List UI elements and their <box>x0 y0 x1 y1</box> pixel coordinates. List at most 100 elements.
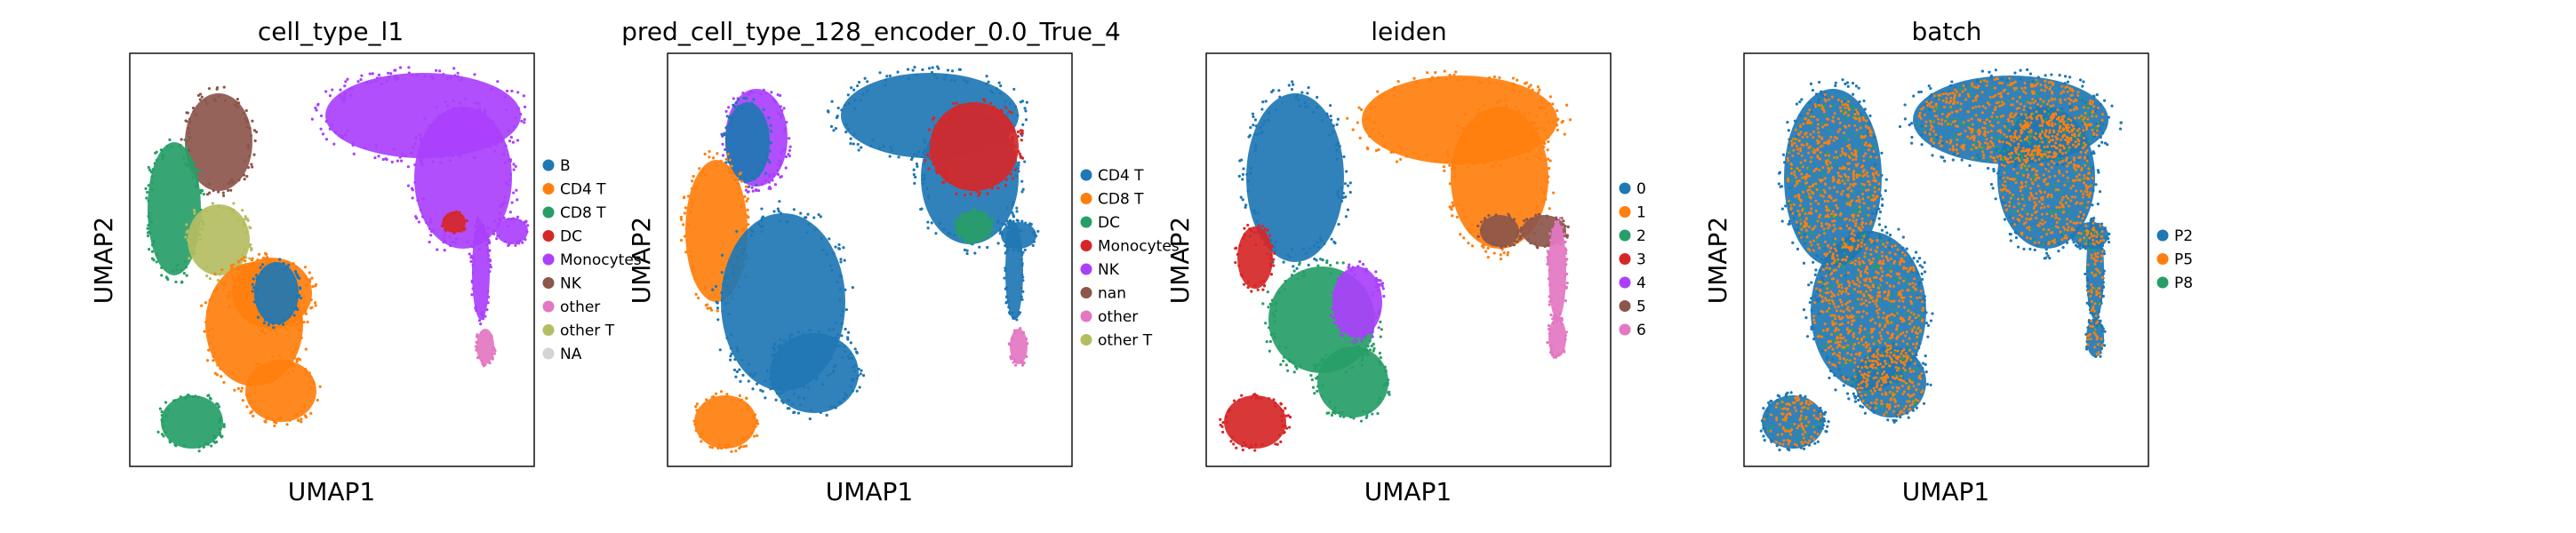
scatter-point <box>1820 258 1824 261</box>
scatter-point <box>1802 447 1806 450</box>
scatter-point <box>735 346 739 350</box>
scatter-point <box>992 227 996 231</box>
scatter-point <box>404 154 408 157</box>
scatter-point <box>1972 147 1975 150</box>
scatter-point <box>2066 222 2069 226</box>
scatter-point <box>2022 149 2026 153</box>
scatter-point <box>1780 185 1784 188</box>
scatter-point <box>2059 230 2062 234</box>
scatter-point <box>148 211 152 215</box>
scatter-point <box>1283 355 1286 359</box>
scatter-point <box>1863 411 1868 415</box>
scatter-point <box>251 375 254 378</box>
scatter-point <box>212 359 215 362</box>
scatter-point <box>1547 258 1550 261</box>
scatter-point <box>2068 102 2071 106</box>
scatter-point <box>1517 109 1521 113</box>
scatter-point <box>2063 133 2067 137</box>
scatter-point <box>200 304 204 307</box>
scatter-point <box>2051 121 2054 124</box>
scatter-point <box>1976 154 1980 157</box>
scatter-point <box>1546 243 1549 247</box>
scatter-point <box>2100 118 2104 122</box>
scatter-point <box>2083 122 2086 125</box>
scatter-point <box>1284 426 1289 430</box>
scatter-point <box>828 264 832 267</box>
scatter-point <box>1264 99 1268 103</box>
scatter-point <box>310 117 314 121</box>
scatter-point <box>751 387 755 391</box>
scatter-point <box>2023 105 2027 108</box>
scatter-point <box>1912 257 1916 260</box>
scatter-point <box>999 227 1003 230</box>
scatter-point <box>1962 147 1965 151</box>
scatter-point <box>2013 131 2017 135</box>
scatter-point <box>431 77 436 81</box>
scatter-point <box>1355 339 1358 344</box>
scatter-point <box>1502 251 1506 255</box>
scatter-point <box>941 174 945 178</box>
scatter-point <box>2084 184 2088 187</box>
scatter-point <box>245 174 249 179</box>
scatter-point <box>1793 119 1797 123</box>
scatter-point <box>396 159 399 163</box>
scatter-point <box>291 350 295 354</box>
scatter-point <box>730 164 733 168</box>
scatter-point <box>299 297 303 300</box>
scatter-point <box>1993 137 1996 140</box>
scatter-point <box>1897 227 1900 231</box>
scatter-point <box>1959 132 1963 136</box>
scatter-point <box>1948 89 1952 93</box>
scatter-point <box>1290 248 1294 251</box>
scatter-point <box>423 116 427 120</box>
scatter-point <box>1540 187 1543 190</box>
scatter-point <box>2023 86 2027 90</box>
scatter-point <box>778 386 781 390</box>
scatter-point <box>2051 155 2054 159</box>
scatter-point <box>1006 298 1011 302</box>
scatter-point <box>2091 203 2094 207</box>
scatter-point <box>1524 112 1527 115</box>
scatter-point <box>817 330 821 333</box>
scatter-point <box>951 101 956 106</box>
scatter-point <box>989 223 993 227</box>
scatter-point <box>1999 131 2003 134</box>
scatter-point <box>785 219 788 224</box>
scatter-point <box>1356 265 1360 268</box>
scatter-point <box>1368 339 1372 343</box>
scatter-point <box>2054 188 2058 192</box>
scatter-point <box>1993 86 1996 90</box>
scatter-point <box>1255 219 1259 224</box>
scatter-point <box>1917 346 1921 350</box>
scatter-point <box>188 148 192 152</box>
scatter-point <box>2060 107 2064 111</box>
scatter-point <box>1555 216 1558 219</box>
scatter-point <box>926 196 931 200</box>
scatter-point <box>2049 104 2052 107</box>
scatter-point <box>2044 117 2048 121</box>
scatter-point <box>2005 127 2009 131</box>
scatter-point <box>1334 354 1338 358</box>
scatter-point <box>1929 128 1932 131</box>
scatter-point <box>1235 246 1238 250</box>
scatter-point <box>1017 170 1020 173</box>
scatter-point <box>1256 288 1260 291</box>
scatter-point <box>2013 120 2017 123</box>
scatter-point <box>738 446 741 450</box>
scatter-point <box>2084 161 2087 164</box>
legend-label: other <box>1098 308 1138 326</box>
scatter-point <box>309 411 313 415</box>
scatter-point <box>812 216 816 219</box>
scatter-point <box>264 331 268 335</box>
scatter-point <box>2048 129 2052 132</box>
scatter-point <box>2012 97 2015 100</box>
scatter-point <box>967 241 971 244</box>
scatter-point <box>1316 385 1320 388</box>
scatter-point <box>235 100 239 105</box>
scatter-point <box>474 345 478 348</box>
scatter-point <box>413 163 417 167</box>
scatter-point <box>2079 134 2083 138</box>
scatter-point <box>1379 362 1382 366</box>
scatter-point <box>1342 415 1346 418</box>
